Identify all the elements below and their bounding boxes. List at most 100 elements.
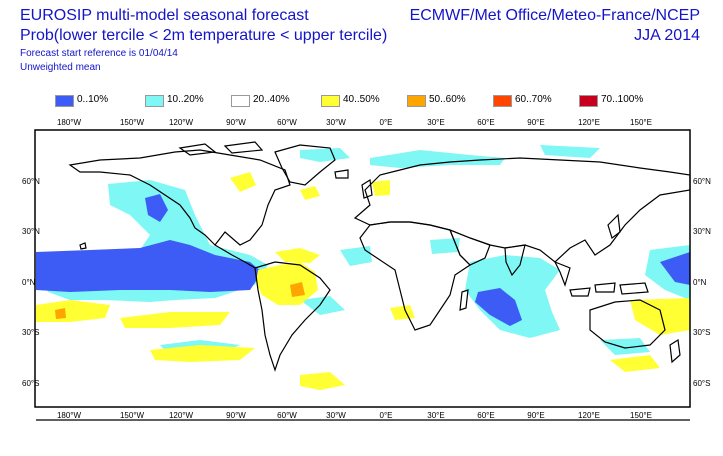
legend-label: 60..70% <box>515 94 552 105</box>
axis-ticks: 180°W 180°W 150°W 150°W 120°W 120°W 90°W 90°W 60… <box>22 118 711 420</box>
probability-fields <box>36 145 690 390</box>
lon-tick-label-top: 150°W <box>120 118 145 127</box>
field-blue-east-pacific <box>36 240 262 292</box>
coast-australia <box>589 299 666 349</box>
field-yellow-s-atlantic-2 <box>390 305 415 320</box>
coast-iceland <box>334 169 349 179</box>
coast-uk <box>361 178 373 199</box>
lon-tick-label-bottom: 90°E <box>527 411 544 420</box>
legend-swatch <box>407 95 426 107</box>
field-yellow-canada <box>230 172 256 192</box>
legend-swatch <box>145 95 164 107</box>
lat-tick-label-right: 30°S <box>693 328 710 337</box>
lat-tick-label-right: 0°N <box>693 278 707 287</box>
field-yellow-caribbean <box>275 248 320 263</box>
map-title: EUROSIP multi-model seasonal forecast <box>20 7 309 24</box>
weighting-note: Unweighted mean <box>20 62 101 73</box>
lon-tick-label-bottom: 60°E <box>477 411 494 420</box>
legend-label: 40..50% <box>343 94 380 105</box>
field-cyan-atlantic <box>340 246 372 266</box>
field-yellow-se-pacific-1 <box>36 300 110 322</box>
lon-tick-label-top: 90°E <box>527 118 544 127</box>
coast-indonesia-1 <box>569 287 591 297</box>
coast-japan <box>607 213 621 239</box>
field-blue-ne-pacific <box>145 194 168 222</box>
legend-swatch <box>231 95 250 107</box>
field-yellow-south-america <box>256 262 318 305</box>
coast-india <box>504 244 526 277</box>
lat-tick-label-left: 0°N <box>22 278 36 287</box>
field-yellow-s-pacific <box>150 345 255 362</box>
lat-tick-label-right: 60°S <box>693 379 710 388</box>
coast-canada-arctic-1 <box>178 143 217 156</box>
field-cyan-arctic-3 <box>300 148 350 162</box>
lon-tick-label-bottom: 120°E <box>578 411 600 420</box>
map-subtitle: Prob(lower tercile < 2m temperature < up… <box>20 27 388 44</box>
field-cyan-australia-s <box>600 338 650 355</box>
lat-tick-label-left: 60°N <box>22 177 40 186</box>
coast-north-america <box>68 149 291 246</box>
field-yellow-s-ocean-e <box>610 355 660 372</box>
lon-tick-label-top: 120°E <box>578 118 600 127</box>
lon-tick-label-top: 0°E <box>380 118 393 127</box>
field-blue-w-pacific <box>660 252 690 285</box>
legend-swatch <box>321 95 340 107</box>
coast-se-asia <box>553 260 571 287</box>
field-cyan-africa-e <box>430 238 460 254</box>
coast-hawaii <box>79 242 87 250</box>
lon-tick-label-top: 60°E <box>477 118 494 127</box>
field-cyan-indian-ocean <box>465 255 560 338</box>
lat-tick-label-left: 30°N <box>22 227 40 236</box>
lon-tick-label-top: 120°W <box>169 118 194 127</box>
coast-new-guinea <box>619 282 649 295</box>
coast-canada-arctic-2 <box>223 141 264 154</box>
lon-tick-label-top: 180°W <box>57 118 82 127</box>
lon-tick-label-bottom: 60°W <box>277 411 297 420</box>
map-frame <box>34 129 691 408</box>
lon-tick-label-bottom: 30°W <box>326 411 346 420</box>
lon-tick-label-bottom: 0°E <box>380 411 393 420</box>
field-cyan-arctic-1 <box>370 150 505 168</box>
lon-tick-label-top: 30°W <box>326 118 346 127</box>
field-yellow-south-3 <box>300 372 345 390</box>
coast-arabia <box>448 228 491 266</box>
legend-label: 50..60% <box>429 94 466 105</box>
field-cyan-arctic-2 <box>540 145 600 158</box>
legend-label: 0..10% <box>77 94 109 105</box>
coastlines <box>36 141 691 421</box>
field-orange-brazil <box>290 282 305 297</box>
field-yellow-europe <box>372 180 390 196</box>
coast-africa <box>359 221 471 331</box>
coast-south-america <box>254 261 331 372</box>
coast-central-america <box>214 244 256 269</box>
lon-tick-label-bottom: 90°W <box>226 411 246 420</box>
lon-tick-label-top: 150°E <box>630 118 652 127</box>
lat-tick-label-right: 60°N <box>693 177 711 186</box>
field-orange-se-pacific <box>55 308 66 319</box>
coast-eurasia <box>353 157 691 263</box>
legend-swatch <box>493 95 512 107</box>
lat-tick-label-left: 30°S <box>22 328 39 337</box>
lon-tick-label-top: 90°W <box>226 118 246 127</box>
field-blue-indian <box>475 288 522 326</box>
field-cyan-south-atlantic <box>300 296 345 315</box>
lon-tick-label-bottom: 150°W <box>120 411 145 420</box>
lon-tick-label-bottom: 30°E <box>427 411 444 420</box>
lon-tick-label-bottom: 180°W <box>57 411 82 420</box>
legend-label: 20..40% <box>253 94 290 105</box>
field-yellow-se-pacific-2 <box>120 312 230 328</box>
coast-indonesia-2 <box>594 282 616 293</box>
lon-tick-label-bottom: 150°E <box>630 411 652 420</box>
coast-greenland <box>274 144 336 186</box>
forecast-reference: Forecast start reference is 01/04/14 <box>20 48 178 59</box>
centres-label: ECMWF/Met Office/Meteo-France/NCEP <box>409 7 700 24</box>
coast-new-zealand <box>669 338 681 364</box>
map-border <box>34 129 691 408</box>
lon-tick-label-top: 60°W <box>277 118 297 127</box>
lon-tick-label-top: 30°E <box>427 118 444 127</box>
legend-swatch <box>579 95 598 107</box>
lat-tick-label-right: 30°N <box>693 227 711 236</box>
field-yellow-w-pacific <box>630 298 690 335</box>
legend-label: 70..100% <box>601 94 644 105</box>
legend-label: 10..20% <box>167 94 204 105</box>
